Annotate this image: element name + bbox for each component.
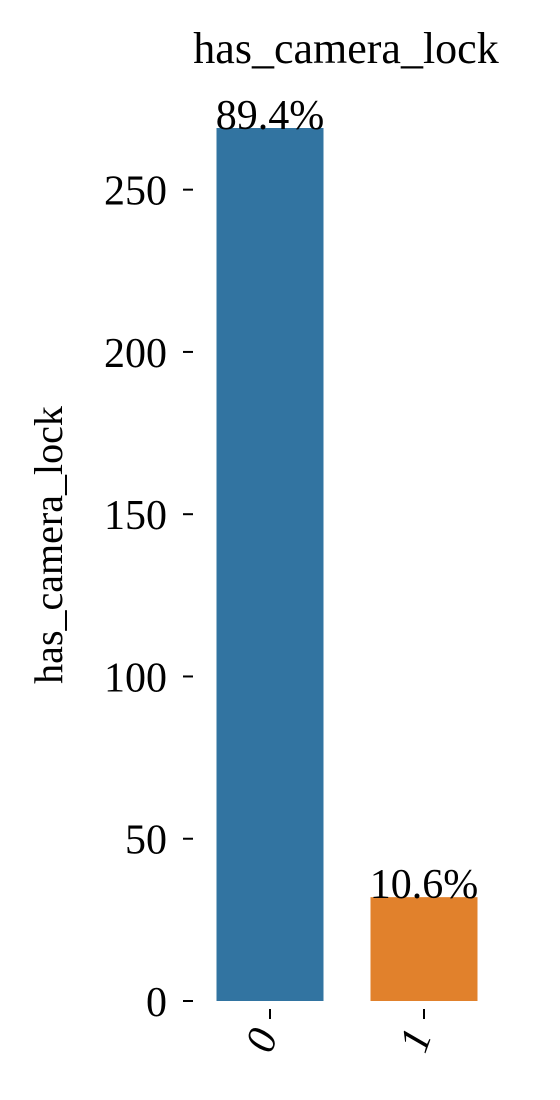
y-tick-label: 200	[104, 331, 167, 377]
y-tick-label: 0	[146, 980, 167, 1026]
x-tick-label: 0	[237, 1023, 287, 1058]
bar-1	[370, 897, 478, 1001]
y-axis: 0 50 100 150 200 250	[104, 169, 193, 1026]
y-tick-label: 150	[104, 493, 167, 539]
bars	[216, 128, 478, 1001]
x-tick-label: 1	[391, 1023, 441, 1058]
chart-title: has_camera_lock	[193, 24, 498, 73]
y-tick-label: 250	[104, 169, 167, 215]
bar-value-label: 10.6%	[370, 862, 479, 908]
bar-0	[216, 128, 324, 1001]
y-axis-label: has_camera_lock	[26, 406, 71, 684]
y-tick-label: 100	[104, 655, 167, 701]
bar-value-label: 89.4%	[216, 93, 325, 139]
bar-labels: 89.4% 10.6%	[216, 93, 479, 908]
y-tick-label: 50	[125, 818, 167, 864]
